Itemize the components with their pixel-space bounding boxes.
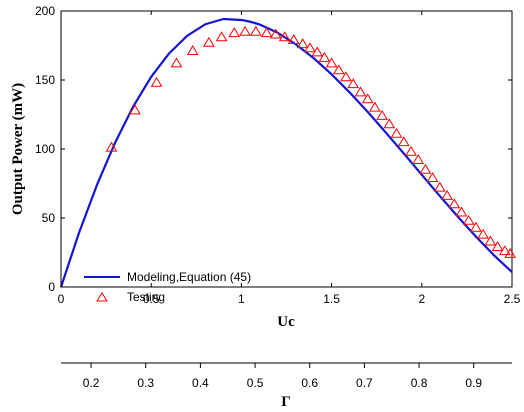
model-curve: [59, 17, 513, 288]
x2-tick-label: 0.3: [137, 376, 154, 390]
testing-point: [150, 76, 163, 87]
testing-point: [504, 247, 517, 258]
testing-point: [491, 241, 504, 251]
testing-point: [318, 51, 331, 62]
legend-label-modeling: Modeling,Equation (45): [127, 270, 251, 284]
y-tick-label: 50: [42, 211, 56, 225]
testing-point: [419, 163, 432, 174]
testing-point: [278, 31, 291, 42]
testing-point: [369, 101, 381, 112]
x2-tick-label: 0.9: [465, 376, 482, 390]
secondary-x-axis-ticks: 0.2 0.3 0.4 0.5 0.6 0.7 0.8 0.9: [83, 363, 482, 390]
x2-tick-label: 0.4: [192, 376, 209, 390]
y-axis-title: Output Power (mW): [10, 83, 26, 215]
testing-point: [426, 172, 439, 182]
x-tick-label: 0.5: [143, 292, 160, 306]
testing-point: [498, 245, 511, 256]
testing-point: [448, 198, 461, 209]
testing-point: [296, 38, 309, 49]
secondary-x-axis-title: Γ: [281, 394, 291, 410]
x2-tick-label: 0.8: [411, 376, 428, 390]
legend: Modeling,Equation (45) Testing: [84, 270, 251, 304]
testing-point: [433, 181, 446, 192]
testing-point: [239, 25, 251, 36]
testing-point: [170, 57, 183, 68]
y-tick-label: 100: [35, 142, 55, 156]
testing-point: [441, 189, 453, 200]
testing-point: [249, 25, 262, 36]
legend-label-testing: Testing: [127, 290, 165, 304]
x-axis-title: Uc: [277, 314, 295, 330]
testing-point: [340, 71, 352, 82]
plot-frame: [60, 10, 513, 288]
y-tick-label: 0: [48, 280, 55, 294]
chart-marks: [59, 17, 517, 288]
y-tick-label: 200: [35, 4, 55, 18]
x-tick-label: 0: [58, 292, 65, 306]
testing-point: [129, 104, 141, 115]
testing-point: [484, 235, 497, 246]
x2-tick-label: 0.5: [247, 376, 264, 390]
testing-point: [376, 109, 388, 120]
testing-point: [269, 28, 282, 39]
x2-tick-label: 0.2: [83, 376, 100, 390]
testing-point: [354, 86, 367, 97]
testing-point: [397, 136, 410, 147]
testing-point: [477, 228, 489, 239]
x2-tick-label: 0.7: [356, 376, 373, 390]
testing-point: [105, 141, 118, 152]
testing-point: [311, 46, 324, 57]
x-tick-label: 2: [418, 292, 425, 306]
x2-tick-label: 0.6: [301, 376, 318, 390]
testing-point: [390, 127, 403, 138]
testing-point: [405, 145, 417, 156]
testing-point: [287, 34, 300, 44]
x-tick-label: 2.5: [504, 292, 521, 306]
x-tick-label: 1: [238, 292, 245, 306]
testing-point: [361, 93, 374, 104]
testing-point: [412, 154, 425, 164]
testing-point: [455, 206, 468, 217]
x-axis-ticks: 0 0.5 1 1.5 2 2.5: [58, 11, 521, 306]
testing-point: [325, 57, 338, 68]
testing-point: [186, 45, 199, 55]
legend-triangle-marker: [96, 292, 108, 302]
testing-point: [203, 36, 215, 47]
y-axis-ticks: 0 50 100 150 200: [35, 4, 512, 294]
x-tick-label: 1.5: [323, 292, 340, 306]
testing-point: [304, 42, 316, 53]
testing-point: [347, 78, 360, 89]
testing-point: [383, 118, 396, 129]
testing-point: [260, 27, 273, 38]
testing-point: [470, 221, 482, 232]
testing-point: [462, 214, 475, 225]
testing-point: [215, 31, 228, 42]
testing-point: [332, 64, 345, 75]
y-tick-label: 150: [35, 73, 55, 87]
testing-point: [228, 27, 241, 38]
